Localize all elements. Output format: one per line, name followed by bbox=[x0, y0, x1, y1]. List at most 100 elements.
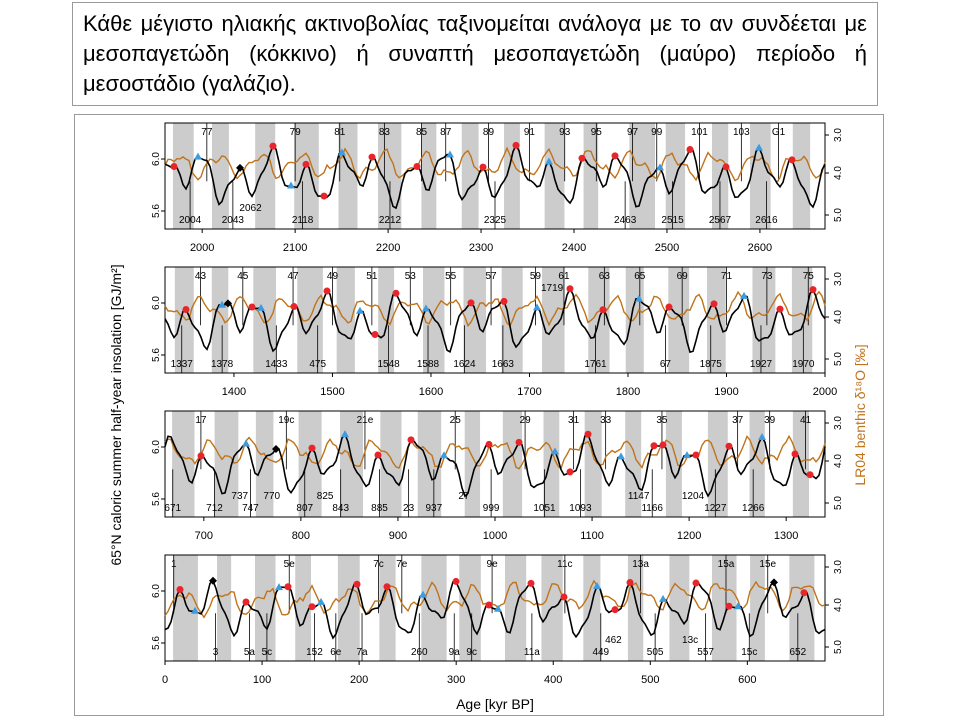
x-tick-label: 600 bbox=[738, 674, 756, 686]
interglacial-marker bbox=[725, 442, 733, 450]
x-tick-label: 1600 bbox=[419, 386, 443, 398]
glacial-band bbox=[711, 555, 737, 661]
benthic-series bbox=[164, 434, 826, 470]
interglacial-label: 13a bbox=[632, 559, 649, 570]
interstadial-label: 3 bbox=[213, 647, 219, 658]
interglacial-marker bbox=[578, 154, 586, 162]
interglacial-label: 9e bbox=[487, 559, 499, 570]
right-tick-label: 4.0 bbox=[833, 166, 844, 180]
interglacial-label: 7c bbox=[373, 559, 384, 570]
interstadial-label: 505 bbox=[647, 647, 664, 658]
interglacial-label: 75 bbox=[803, 271, 815, 282]
interstadial-label: 2043 bbox=[222, 215, 245, 226]
glacial-band bbox=[707, 411, 728, 517]
left-tick-label: 5.6 bbox=[151, 348, 162, 362]
glacial-band bbox=[543, 411, 560, 517]
interglacial-marker bbox=[284, 583, 292, 591]
interglacial-marker bbox=[710, 300, 718, 308]
y-axis-label-left: 65°N caloric summer half-year insolation… bbox=[108, 264, 124, 565]
interglacial-marker bbox=[368, 153, 376, 161]
left-tick-label: 6.0 bbox=[151, 152, 162, 166]
glacial-band bbox=[706, 267, 726, 373]
right-tick-label: 3.0 bbox=[833, 128, 844, 142]
interstadial-marker bbox=[593, 581, 601, 589]
interstadial-label: 449 bbox=[592, 647, 609, 658]
interstadial-label: 737 bbox=[231, 491, 248, 502]
interglacial-label: 65 bbox=[634, 271, 646, 282]
glacial-band bbox=[338, 123, 358, 229]
benthic-series bbox=[164, 146, 826, 184]
interstadial-label: 27 bbox=[458, 491, 470, 502]
x-tick-label: 1300 bbox=[774, 530, 798, 542]
glacial-band bbox=[752, 267, 776, 373]
glacial-band bbox=[295, 555, 312, 661]
interstadial-marker bbox=[683, 451, 691, 459]
interstadial-label: 6e bbox=[330, 647, 342, 658]
x-tick-label: 0 bbox=[162, 674, 168, 686]
interglacial-label: 1 bbox=[171, 559, 177, 570]
interglacial-label: 79 bbox=[290, 127, 302, 138]
interstadial-marker bbox=[194, 152, 202, 160]
interglacial-label: 57 bbox=[485, 271, 497, 282]
interglacial-label: 99 bbox=[651, 127, 663, 138]
interstadial-label: 999 bbox=[483, 503, 500, 514]
interglacial-label: 1719 bbox=[541, 283, 564, 294]
right-tick-label: 3.0 bbox=[833, 560, 844, 574]
interglacial-label: 53 bbox=[405, 271, 417, 282]
glacial-band bbox=[542, 267, 565, 373]
interglacial-label: G1 bbox=[772, 127, 786, 138]
interglacial-marker bbox=[692, 451, 700, 459]
interstadial-label: 2515 bbox=[661, 215, 684, 226]
interglacial-label: 61 bbox=[558, 271, 570, 282]
glacial-band bbox=[421, 555, 447, 661]
interglacial-label: 89 bbox=[483, 127, 495, 138]
insolation-figure: 5.6 6.0 3.0 4.0 5.0 2000 2100 2200 2300 2400 2500 2… bbox=[74, 114, 884, 716]
interglacial-label: 17 bbox=[195, 415, 207, 426]
interglacial-marker bbox=[308, 603, 316, 611]
interstadial-label: 1051 bbox=[533, 503, 556, 514]
interglacial-marker bbox=[650, 442, 658, 450]
glacial-band bbox=[421, 123, 437, 229]
interglacial-marker bbox=[176, 585, 184, 593]
interglacial-label: 7e bbox=[396, 559, 408, 570]
x-tick-label: 1100 bbox=[580, 530, 604, 542]
glacial-band bbox=[337, 555, 360, 661]
interstadial-label: 5c bbox=[262, 647, 273, 658]
right-tick-label: 4.0 bbox=[833, 454, 844, 468]
left-tick-label: 5.6 bbox=[151, 636, 162, 650]
interstadial-label: 1588 bbox=[417, 359, 440, 370]
glacial-band bbox=[583, 555, 601, 661]
interstadial-label: 807 bbox=[296, 503, 313, 514]
interstadial-label: 2616 bbox=[755, 215, 778, 226]
glacial-band bbox=[750, 123, 771, 229]
glacial-band bbox=[255, 555, 276, 661]
glacial-band bbox=[377, 123, 402, 229]
x-tick-label: 1800 bbox=[616, 386, 640, 398]
interglacial-marker bbox=[800, 589, 808, 597]
interstadial-marker bbox=[317, 597, 325, 605]
interglacial-label: 97 bbox=[627, 127, 639, 138]
glacial-band bbox=[791, 267, 813, 373]
right-tick-label: 4.0 bbox=[833, 310, 844, 324]
interglacial-marker bbox=[170, 162, 178, 170]
interglacial-marker bbox=[560, 593, 568, 601]
glacial-band bbox=[380, 411, 402, 517]
interstadial-marker bbox=[242, 439, 250, 447]
interglacial-label: 15e bbox=[759, 559, 776, 570]
panel-1: 5.6 6.0 3.0 4.0 5.0 2000 2100 2200 2300 2400 2500 2… bbox=[151, 122, 844, 254]
interglacial-marker bbox=[776, 305, 784, 313]
interglacial-label: 39 bbox=[764, 415, 776, 426]
panel-frame bbox=[164, 554, 826, 662]
interstadial-marker bbox=[740, 291, 748, 299]
glacial-band bbox=[461, 123, 479, 229]
interstadial-label: 1663 bbox=[492, 359, 515, 370]
interglacial-marker bbox=[323, 287, 331, 295]
interglacial-marker bbox=[686, 146, 694, 154]
interstadial-marker bbox=[257, 303, 265, 311]
interglacial-label: 73 bbox=[761, 271, 773, 282]
interglacial-label: 77 bbox=[201, 127, 213, 138]
insolation-series bbox=[164, 579, 826, 640]
interglacial-marker bbox=[467, 299, 475, 307]
interglacial-marker bbox=[413, 162, 421, 170]
